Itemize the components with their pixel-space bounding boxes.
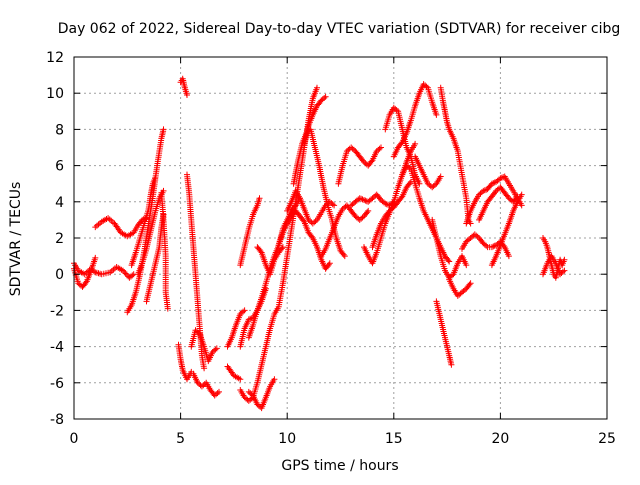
y-tick-label: 2 bbox=[55, 231, 64, 247]
data-point-markers bbox=[158, 189, 171, 312]
y-tick-label: 8 bbox=[55, 122, 64, 138]
y-tick-label: 0 bbox=[55, 267, 64, 283]
data-track bbox=[540, 253, 568, 278]
y-tick-label: -2 bbox=[50, 303, 64, 319]
data-track bbox=[446, 276, 474, 299]
chart-title: Day 062 of 2022, Sidereal Day-to-day VTE… bbox=[58, 21, 621, 37]
data-track bbox=[175, 341, 195, 383]
data-point-markers bbox=[190, 370, 222, 399]
data-track bbox=[237, 195, 263, 269]
data-point-markers bbox=[301, 93, 329, 147]
data-track bbox=[433, 298, 455, 368]
data-point-markers bbox=[143, 211, 167, 305]
data-point-markers bbox=[284, 187, 338, 227]
data-track bbox=[254, 244, 286, 278]
y-tick-label: -8 bbox=[50, 412, 64, 428]
data-track bbox=[301, 93, 329, 147]
y-tick-label: 6 bbox=[55, 159, 64, 175]
y-tick-label: -6 bbox=[50, 376, 64, 392]
data-track bbox=[224, 307, 248, 350]
y-tick-label: -4 bbox=[50, 340, 64, 356]
data-point-markers bbox=[433, 298, 455, 368]
data-track bbox=[224, 363, 244, 383]
data-point-markers bbox=[245, 376, 278, 412]
data-point-markers bbox=[412, 153, 444, 191]
data-point-markers bbox=[540, 253, 568, 278]
data-track bbox=[412, 153, 444, 191]
data-track bbox=[318, 202, 372, 260]
data-track bbox=[284, 187, 338, 227]
y-tick-label: 10 bbox=[46, 86, 64, 102]
data-track bbox=[177, 75, 190, 98]
data-point-markers bbox=[429, 216, 470, 281]
y-tick-label: 12 bbox=[46, 50, 64, 66]
data-track bbox=[429, 216, 470, 281]
data-track bbox=[369, 178, 414, 251]
y-axis-label: SDTVAR / TECUs bbox=[8, 182, 24, 297]
data-point-markers bbox=[369, 178, 414, 251]
data-track bbox=[437, 84, 474, 227]
data-point-markers bbox=[177, 75, 190, 98]
data-track bbox=[92, 215, 150, 240]
data-point-markers bbox=[128, 175, 158, 269]
data-point-markers bbox=[184, 171, 208, 372]
data-track bbox=[184, 171, 208, 372]
data-track bbox=[335, 144, 384, 187]
data-track bbox=[390, 81, 440, 160]
data-point-markers bbox=[92, 215, 150, 240]
x-tick-label: 10 bbox=[278, 431, 296, 447]
x-tick-label: 15 bbox=[385, 431, 403, 447]
data-track bbox=[143, 211, 167, 305]
data-point-markers bbox=[275, 207, 333, 272]
data-point-markers bbox=[224, 307, 248, 350]
data-point-markers bbox=[175, 341, 195, 383]
data-point-markers bbox=[437, 84, 474, 227]
data-point-markers bbox=[188, 327, 220, 365]
tick-layer: -8 -6 -4 -2 0 2 4 6 8 10 12 0 5 10 15 20 25 bbox=[46, 50, 616, 447]
x-tick-label: 0 bbox=[70, 431, 79, 447]
data-point-markers bbox=[390, 81, 440, 160]
data-point-markers bbox=[224, 363, 244, 383]
data-point-markers bbox=[335, 144, 384, 187]
x-axis-label: GPS time / hours bbox=[281, 458, 398, 474]
data-point-markers bbox=[446, 276, 474, 299]
data-track bbox=[488, 191, 525, 269]
data-track bbox=[128, 175, 158, 269]
x-tick-label: 20 bbox=[491, 431, 509, 447]
data-point-markers bbox=[318, 202, 372, 260]
data-track bbox=[476, 184, 521, 223]
data-point-markers bbox=[135, 187, 167, 278]
x-tick-label: 5 bbox=[176, 431, 185, 447]
data-track bbox=[188, 327, 220, 365]
data-track bbox=[135, 187, 167, 278]
data-point-markers bbox=[476, 184, 521, 223]
data-layer bbox=[71, 75, 568, 412]
y-tick-label: 4 bbox=[55, 195, 64, 211]
data-point-markers bbox=[237, 195, 263, 269]
data-track bbox=[245, 376, 278, 412]
x-tick-label: 25 bbox=[598, 431, 616, 447]
data-track bbox=[190, 370, 222, 399]
data-point-markers bbox=[254, 244, 286, 278]
data-track bbox=[158, 189, 171, 312]
data-point-markers bbox=[488, 191, 525, 269]
data-track bbox=[275, 207, 333, 272]
